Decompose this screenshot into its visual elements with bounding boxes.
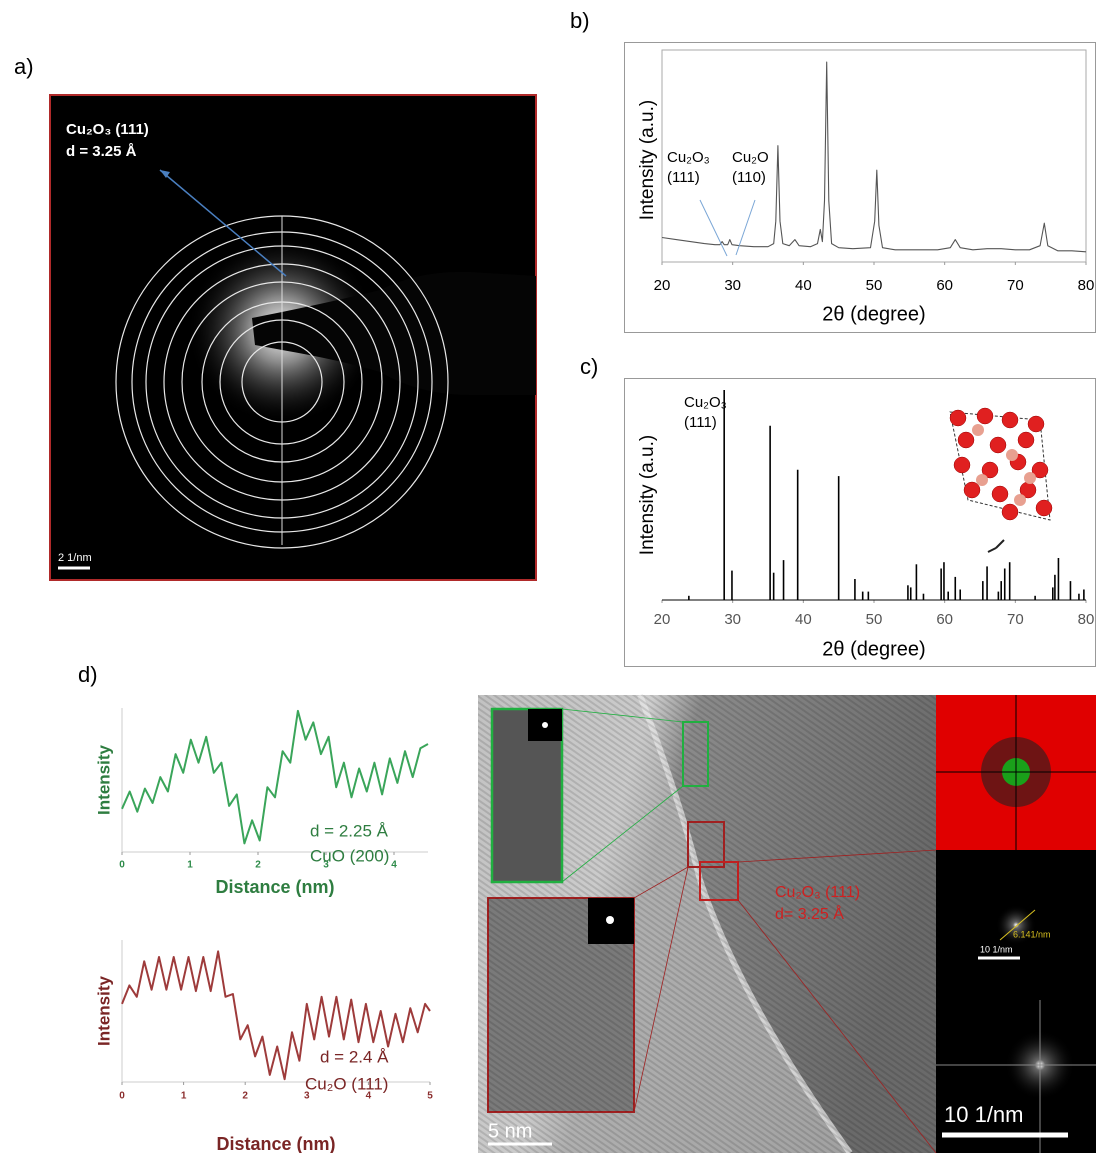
x-tick-label: 70 <box>1007 611 1024 628</box>
annotation: d = 2.25 Å <box>310 821 389 840</box>
fft-label: 6.141/nm <box>1013 929 1051 939</box>
hrtem-annotation: Cu₂O₃ (111) <box>775 884 860 901</box>
y-axis-label: Intensity <box>94 976 113 1046</box>
x-tick-label: 0 <box>119 1091 125 1102</box>
annotation: CuO (200) <box>310 846 389 865</box>
x-tick-label: 2 <box>255 860 261 871</box>
annotation: Cu₂O₃ <box>667 149 710 166</box>
x-axis-label: Distance (nm) <box>216 1134 335 1153</box>
x-tick-label: 80 <box>1078 277 1095 294</box>
x-tick-label: 4 <box>391 860 397 871</box>
annotation: Cu₂O (111) <box>305 1074 388 1093</box>
hrtem-image <box>478 693 1096 1153</box>
x-tick-label: 20 <box>654 277 671 294</box>
fft-label: 10 1/nm <box>980 944 1013 954</box>
data-line <box>661 61 1087 253</box>
x-tick-label: 70 <box>1007 277 1024 294</box>
crystal-inset <box>949 407 1053 553</box>
data-line <box>121 709 429 845</box>
y-axis-label: Intensity (a.u.) <box>637 100 658 220</box>
x-tick-label: 0 <box>119 860 125 871</box>
x-tick-label: 30 <box>724 611 741 628</box>
y-axis-label: Intensity <box>94 745 113 815</box>
annotation-arrow <box>699 199 728 257</box>
panel-frame <box>624 42 1096 333</box>
annotation: (110) <box>732 169 766 186</box>
x-tick-label: 5 <box>427 1091 433 1102</box>
annotation: (111) <box>667 169 700 186</box>
x-tick-label: 3 <box>304 1091 310 1102</box>
saed-annotation: d = 3.25 Å <box>66 143 137 160</box>
scale-label: 5 nm <box>488 1120 532 1142</box>
y-axis-label: Intensity (a.u.) <box>637 435 658 555</box>
annotation: (111) <box>684 414 717 431</box>
x-tick-label: 4 <box>366 1091 372 1102</box>
annotation-arrow <box>735 199 756 256</box>
x-tick-label: 20 <box>654 611 671 628</box>
x-tick-label: 2 <box>242 1091 248 1102</box>
annotation: Cu₂O₃ <box>684 394 727 411</box>
x-tick-label: 1 <box>187 860 193 871</box>
annotation: d = 2.4 Å <box>320 1047 389 1066</box>
x-tick-label: 30 <box>724 277 741 294</box>
panel-label: a) <box>14 54 34 79</box>
beam-stopper <box>252 271 536 395</box>
x-axis-label: 2θ (degree) <box>822 638 925 660</box>
plot-frame <box>661 49 1087 263</box>
x-tick-label: 60 <box>936 611 953 628</box>
panel-label: c) <box>580 354 598 379</box>
arrow <box>159 169 287 277</box>
x-tick-label: 1 <box>181 1091 187 1102</box>
arrow-head <box>160 170 170 178</box>
annotation: Cu₂O <box>732 149 769 166</box>
x-axis-label: Distance (nm) <box>215 877 334 897</box>
x-tick-label: 50 <box>866 611 883 628</box>
x-tick-label: 3 <box>323 860 329 871</box>
fft-label: 10 1/nm <box>944 1102 1024 1127</box>
scale-label: 2 1/nm <box>58 552 92 564</box>
x-tick-label: 60 <box>936 277 953 294</box>
x-tick-label: 40 <box>795 277 812 294</box>
panel-label: b) <box>570 8 590 33</box>
data-line <box>121 950 431 1081</box>
x-tick-label: 50 <box>866 277 883 294</box>
saed-annotation: Cu₂O₃ (111) <box>66 121 149 138</box>
panel-label: d) <box>78 662 98 687</box>
x-tick-label: 80 <box>1078 611 1095 628</box>
x-tick-label: 40 <box>795 611 812 628</box>
x-axis-label: 2θ (degree) <box>822 303 925 325</box>
hrtem-annotation: d= 3.25 Å <box>775 904 844 923</box>
